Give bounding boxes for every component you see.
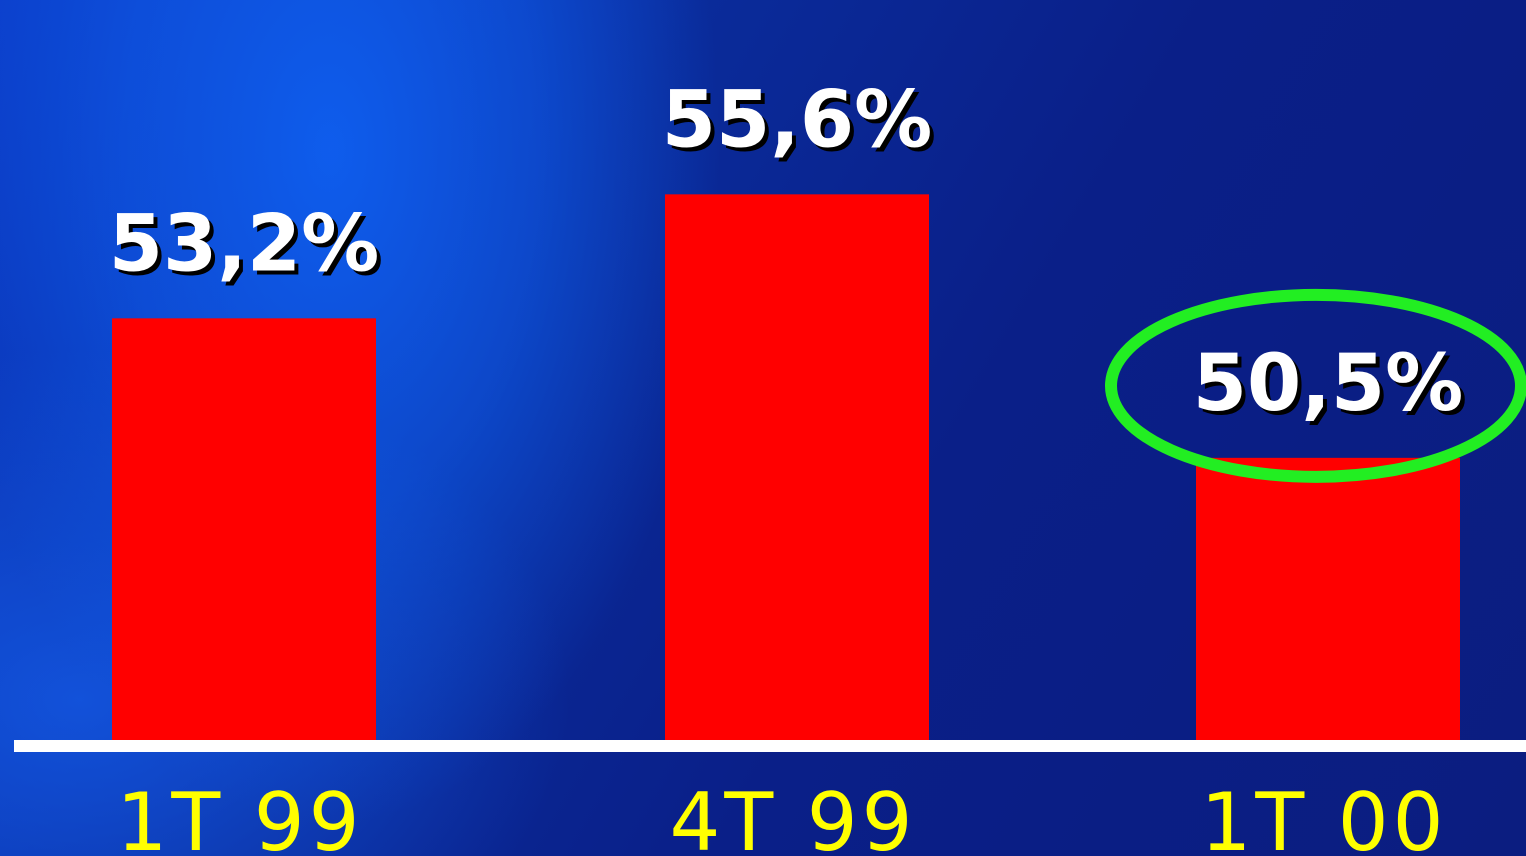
value-label: 53,2%: [109, 199, 380, 289]
highlight-ellipse: [1105, 288, 1526, 483]
bar-1t-99: [112, 318, 376, 742]
category-labels-layer: 1T 99 4T 99 1T 00: [117, 776, 1448, 856]
highlight-layer: [1105, 288, 1526, 483]
bar-1t-00: [1196, 457, 1460, 742]
value-label-shadow: 50,5%: [1197, 343, 1468, 433]
value-labels-layer: 53,2%53,2% 55,6%55,6% 50,5%50,5%: [109, 75, 1468, 433]
category-label: 4T 99: [670, 776, 917, 856]
category-label: 1T 99: [117, 776, 364, 856]
bar-4t-99: [665, 194, 929, 743]
bars-layer: [112, 194, 1460, 743]
category-label: 1T 00: [1201, 776, 1448, 856]
value-label-shadow: 53,2%: [113, 203, 384, 293]
value-label-shadow: 55,6%: [666, 79, 937, 169]
value-label: 50,5%: [1193, 339, 1464, 429]
value-label: 55,6%: [662, 75, 933, 165]
